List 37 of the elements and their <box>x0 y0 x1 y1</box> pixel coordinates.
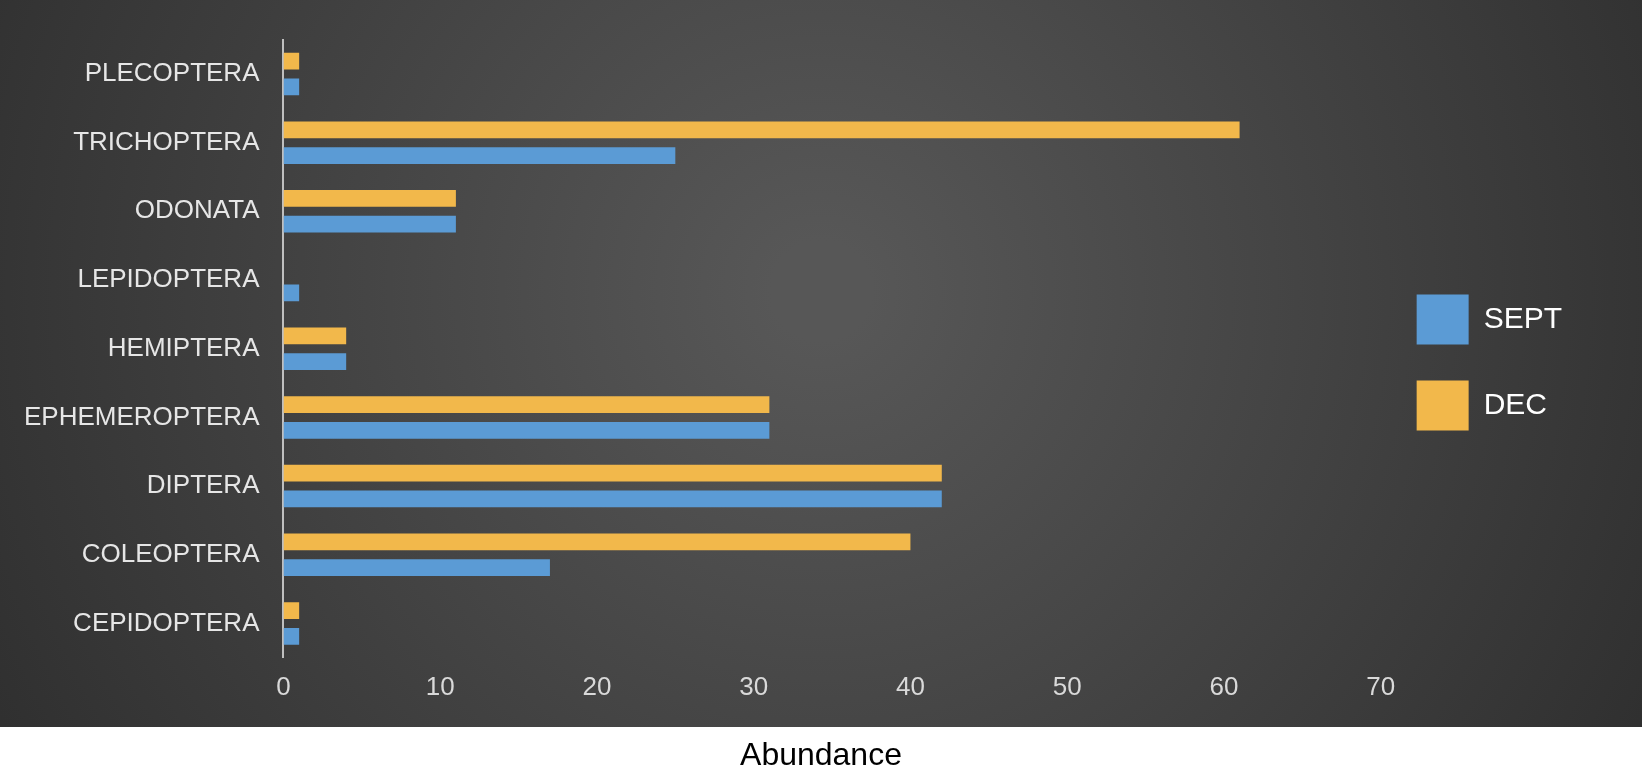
bar <box>283 396 770 413</box>
bar <box>283 327 347 345</box>
x-tick-label: 0 <box>276 670 291 701</box>
bar <box>283 121 1240 139</box>
bar <box>283 78 300 96</box>
x-tick-label: 10 <box>425 670 455 701</box>
y-tick-label: LEPIDOPTERA <box>77 263 261 294</box>
legend-label: SEPT <box>1483 300 1562 334</box>
bar <box>283 627 300 645</box>
bar <box>283 147 676 164</box>
bar <box>283 215 456 233</box>
bar <box>283 602 300 619</box>
x-tick-label: 50 <box>1052 670 1082 701</box>
bar <box>283 284 300 302</box>
x-tick-label: 60 <box>1209 670 1239 701</box>
y-tick-label: DIPTERA <box>146 469 261 500</box>
y-tick-label: HEMIPTERA <box>107 331 261 362</box>
bar <box>283 533 911 551</box>
x-tick-label: 30 <box>739 670 769 701</box>
bar <box>283 190 456 207</box>
x-tick-label: 20 <box>582 670 612 701</box>
bar <box>283 490 942 508</box>
y-tick-label: TRICHOPTERA <box>73 125 261 156</box>
bar <box>283 559 550 577</box>
legend-label: DEC <box>1483 386 1547 420</box>
y-tick-label: ODONATA <box>134 194 261 225</box>
y-tick-label: COLEOPTERA <box>81 537 261 568</box>
y-tick-label: CEPIDOPTERA <box>73 606 261 637</box>
x-tick-label: 40 <box>895 670 925 701</box>
bar <box>283 464 942 482</box>
bar <box>283 52 300 70</box>
y-tick-label: PLECOPTERA <box>84 57 261 88</box>
bar <box>283 421 770 439</box>
x-tick-label: 70 <box>1366 670 1396 701</box>
bar <box>283 353 347 370</box>
x-axis-title: Abundance <box>739 736 903 773</box>
y-tick-label: EPHEMEROPTERA <box>23 400 261 431</box>
